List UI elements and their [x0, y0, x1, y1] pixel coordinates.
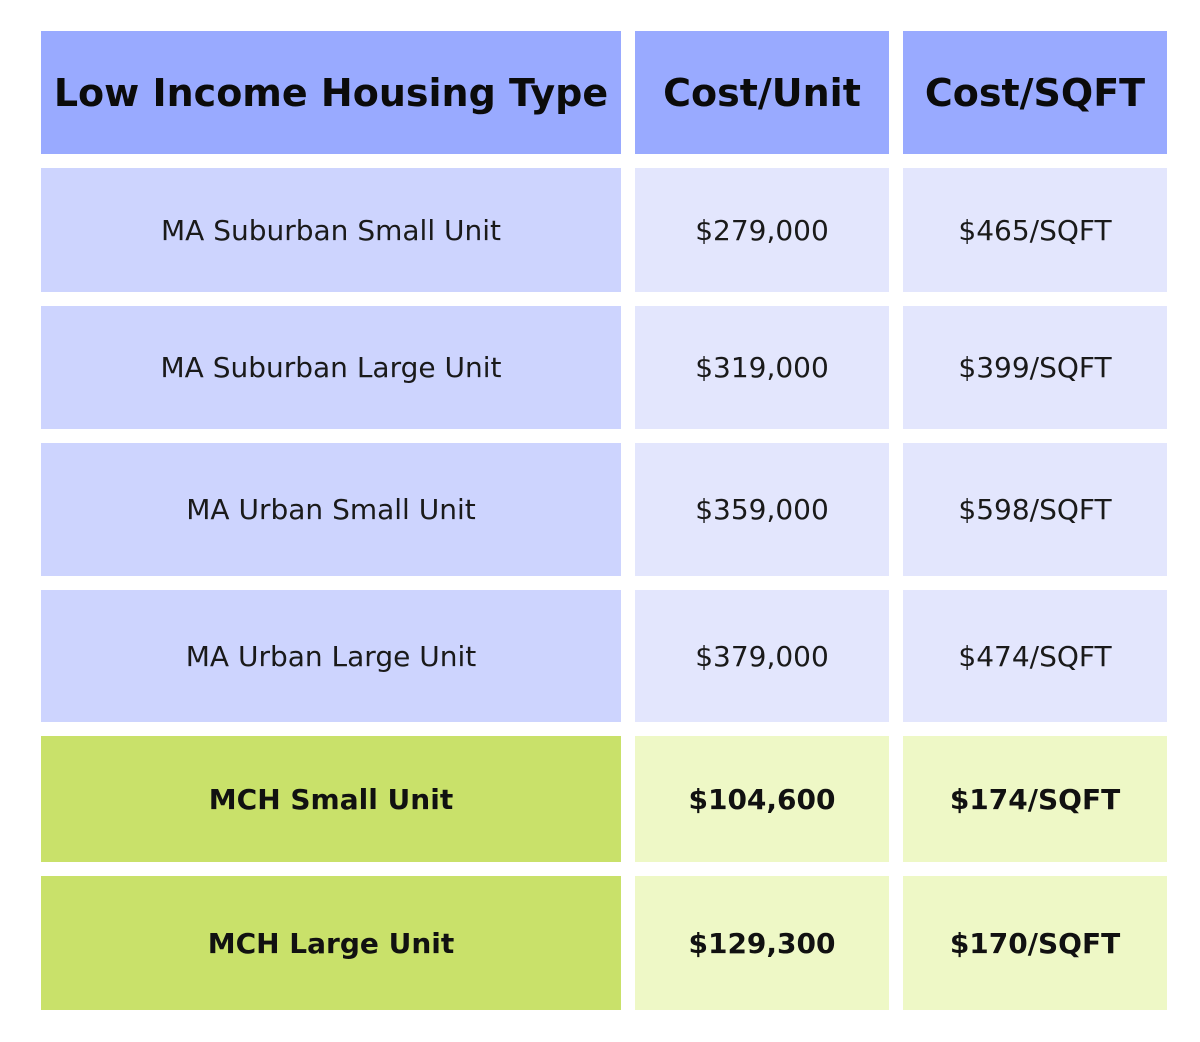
row-cost-unit: $279,000 [635, 168, 889, 292]
row-type: MCH Large Unit [41, 876, 621, 1010]
row-cost-unit: $129,300 [635, 876, 889, 1010]
row-cost-unit: $104,600 [635, 736, 889, 862]
row-cost-sqft: $170/SQFT [903, 876, 1167, 1010]
row-cost-sqft: $598/SQFT [903, 443, 1167, 576]
row-type: MA Suburban Large Unit [41, 306, 621, 429]
row-type: MA Urban Small Unit [41, 443, 621, 576]
row-cost-sqft: $465/SQFT [903, 168, 1167, 292]
header-housing-type: Low Income Housing Type [41, 31, 621, 154]
row-type: MCH Small Unit [41, 736, 621, 862]
header-cost-sqft: Cost/SQFT [903, 31, 1167, 154]
row-type: MA Suburban Small Unit [41, 168, 621, 292]
row-cost-unit: $379,000 [635, 590, 889, 722]
row-type: MA Urban Large Unit [41, 590, 621, 722]
row-cost-unit: $359,000 [635, 443, 889, 576]
header-cost-unit: Cost/Unit [635, 31, 889, 154]
row-cost-sqft: $174/SQFT [903, 736, 1167, 862]
row-cost-unit: $319,000 [635, 306, 889, 429]
row-cost-sqft: $474/SQFT [903, 590, 1167, 722]
row-cost-sqft: $399/SQFT [903, 306, 1167, 429]
